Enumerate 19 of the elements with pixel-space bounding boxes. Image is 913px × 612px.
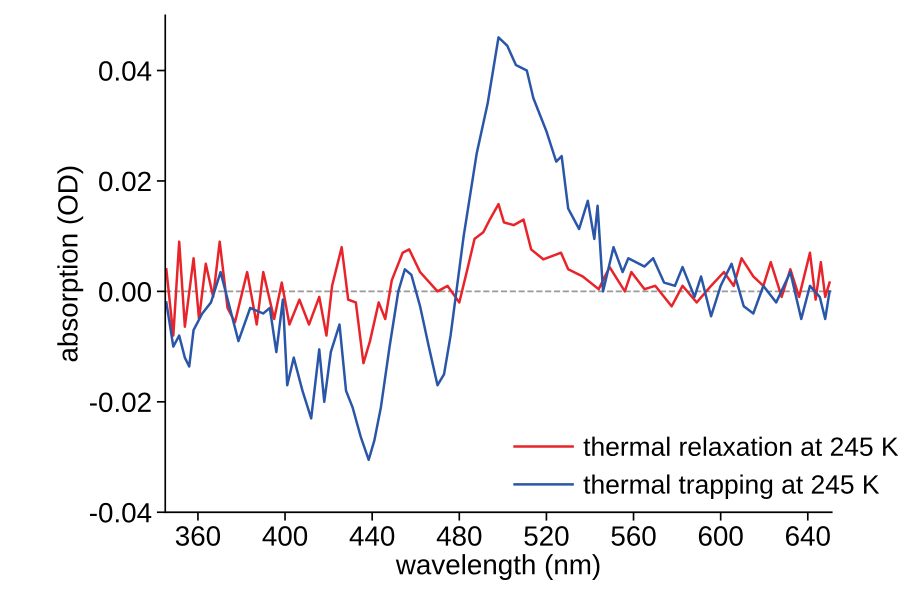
x-tick-label: 640 bbox=[786, 526, 830, 546]
x-tick-label: 400 bbox=[262, 526, 308, 546]
x-tick-label: 440 bbox=[350, 526, 394, 546]
y-axis-title: absorption (OD) bbox=[57, 166, 84, 362]
line-series bbox=[165, 202, 831, 364]
x-tick-label: 480 bbox=[436, 526, 482, 546]
y-tick-label: 0.02 bbox=[99, 172, 151, 192]
y-tick-label: 0.00 bbox=[99, 282, 151, 302]
x-axis-title: wavelength (nm) bbox=[396, 554, 600, 580]
x-tick-label: 560 bbox=[611, 526, 656, 546]
x-tick-label: 520 bbox=[524, 526, 569, 546]
y-tick-label: 0.04 bbox=[99, 61, 152, 81]
line-series bbox=[165, 36, 831, 462]
legend-label: thermal trapping at 245 K bbox=[584, 474, 880, 500]
legend-label: thermal relaxation at 245 K bbox=[584, 436, 898, 456]
y-tick-label: -0.04 bbox=[90, 502, 152, 523]
x-tick-label: 600 bbox=[698, 526, 743, 546]
x-tick-label: 360 bbox=[176, 526, 220, 546]
y-tick-label: -0.02 bbox=[90, 392, 151, 412]
